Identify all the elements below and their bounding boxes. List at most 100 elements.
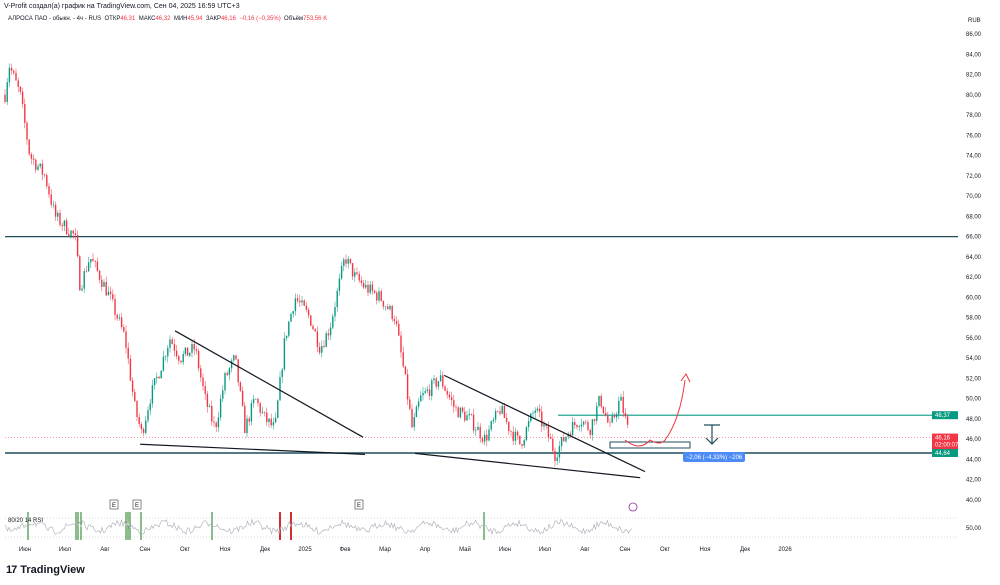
candle-body xyxy=(283,338,286,370)
candle-body xyxy=(327,333,330,336)
candle-body xyxy=(21,91,24,104)
candle-body xyxy=(50,194,52,205)
candle-body xyxy=(510,431,512,432)
y-tick-label: 52,00 xyxy=(966,376,982,382)
candle-body xyxy=(569,433,572,436)
candle-body xyxy=(321,346,323,353)
candle-body xyxy=(380,291,382,301)
support-price-tag-bg xyxy=(932,448,958,457)
resistance-price-tag: 48,37 xyxy=(935,413,951,419)
candle-body xyxy=(70,230,72,237)
candle-body xyxy=(521,444,523,446)
candle-body xyxy=(387,306,389,310)
candle-body xyxy=(13,70,15,73)
candle-body xyxy=(389,305,391,310)
candle-body xyxy=(127,347,129,359)
candle-body xyxy=(138,417,140,425)
candle-body xyxy=(589,429,591,435)
candle-body xyxy=(105,282,107,296)
candle-body xyxy=(257,398,259,404)
candle-body xyxy=(59,212,61,225)
candle-body xyxy=(259,403,261,413)
candle-body xyxy=(600,395,602,407)
candle-body xyxy=(279,377,281,401)
earnings-event-icon xyxy=(132,499,142,510)
candle-body xyxy=(15,72,17,81)
candle-body xyxy=(28,139,30,155)
candle-body xyxy=(376,292,378,301)
candle-body xyxy=(200,368,202,378)
candle-body xyxy=(459,407,462,418)
candle-body xyxy=(395,321,398,324)
candle-body xyxy=(72,230,74,234)
candle-body xyxy=(596,406,598,421)
candle-body xyxy=(81,288,83,291)
y-tick-label: 58,00 xyxy=(966,316,982,322)
candle-body xyxy=(420,395,422,402)
candle-body xyxy=(417,401,420,407)
y-tick-label: 46,00 xyxy=(966,437,982,443)
candle-body xyxy=(516,431,519,436)
candle-body xyxy=(43,174,46,176)
candle-body xyxy=(274,417,277,423)
candle-body xyxy=(206,393,209,407)
candle-body xyxy=(578,426,580,428)
candle-body xyxy=(622,396,624,414)
candle-body xyxy=(17,80,19,87)
candle-body xyxy=(409,399,411,410)
candle-body xyxy=(613,415,616,418)
price-chart[interactable]: RUB 86,00 84,00 82,00 80,00 78,00 76,00 74,00 7… xyxy=(0,0,1000,560)
resistance-price-tag-bg xyxy=(932,411,958,420)
last-price-tag: 46,16 xyxy=(935,436,951,442)
candle-body xyxy=(450,397,453,401)
candle-body xyxy=(371,284,374,291)
x-tick-label: Июн xyxy=(499,547,511,553)
candle-body xyxy=(607,415,609,423)
y-tick-label: 42,00 xyxy=(966,478,982,484)
candle-body xyxy=(30,154,33,159)
candle-body xyxy=(448,394,451,398)
candle-body xyxy=(246,418,248,434)
candle-body xyxy=(255,398,257,400)
candle-body xyxy=(620,396,622,401)
candle-body xyxy=(514,431,517,441)
candle-body xyxy=(92,258,94,262)
candle-body xyxy=(68,234,70,237)
candle-body xyxy=(268,418,270,423)
candle-body xyxy=(37,166,39,170)
candle-body xyxy=(490,421,492,430)
rsi-label: 80/20 14 RSI xyxy=(8,518,43,524)
candle-body xyxy=(453,400,455,407)
chart-credit: V-Profit создал(а) график на TradingView… xyxy=(4,3,240,10)
candle-body xyxy=(288,321,290,336)
close-value: 46,16 xyxy=(220,16,236,22)
tradingview-logo[interactable]: 17 TradingView xyxy=(6,564,85,576)
x-tick-label: Июл xyxy=(539,547,552,553)
candle-body xyxy=(499,411,501,414)
candle-body xyxy=(116,314,118,319)
candle-body xyxy=(391,305,393,320)
candle-body xyxy=(182,354,184,363)
candle-body xyxy=(235,355,237,360)
candle-body xyxy=(457,407,459,418)
candle-body xyxy=(325,333,327,347)
x-tick-label: Сен xyxy=(620,547,631,553)
candle-body xyxy=(334,307,336,317)
symbol-name[interactable]: АЛРОСА ПАО - обыкн. - 4ч - RUS xyxy=(8,16,102,22)
earnings-event-label: E xyxy=(135,503,139,509)
candle-body xyxy=(233,355,235,361)
candle-body xyxy=(415,406,418,418)
trendline xyxy=(443,374,646,473)
y-tick-label: 48,00 xyxy=(966,417,982,423)
candle-body xyxy=(307,309,310,316)
candle-body xyxy=(285,335,288,339)
candle-body xyxy=(626,416,629,425)
candle-body xyxy=(382,300,385,307)
candle-body xyxy=(329,327,332,336)
x-tick-label: Апр xyxy=(420,547,431,553)
y-tick-label: 64,00 xyxy=(966,255,982,261)
candle-body xyxy=(310,315,312,326)
candle-body xyxy=(351,263,354,277)
candle-body xyxy=(52,204,55,206)
y-tick-label: 72,00 xyxy=(966,174,982,180)
